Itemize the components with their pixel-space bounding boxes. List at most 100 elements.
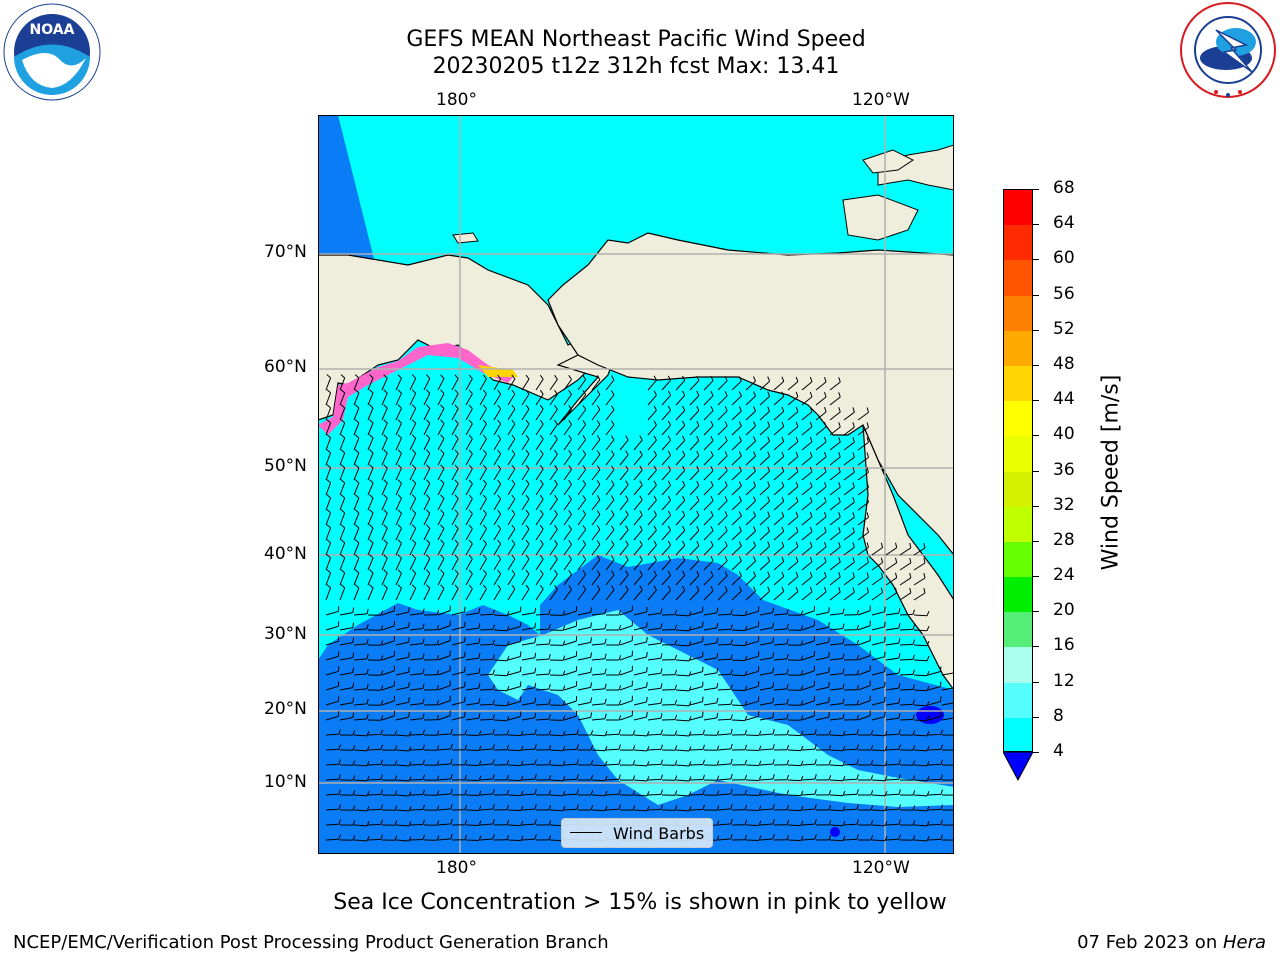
wind-barb <box>815 701 829 706</box>
wind-barb-flag <box>926 821 930 827</box>
wind-barb-flag <box>795 556 799 562</box>
wind-barb <box>577 641 591 646</box>
wind-barb-flag <box>870 775 874 781</box>
wind-barb-flag <box>397 434 402 439</box>
wind-barb-flag <box>926 806 930 812</box>
wind-barb-flag <box>696 510 700 516</box>
wind-barb-flag <box>426 494 431 499</box>
wind-barb-flag <box>422 819 425 825</box>
wind-barb <box>675 644 690 647</box>
colorbar-label: Wind Speed [m/s] <box>1098 374 1124 571</box>
wind-barb <box>731 455 742 466</box>
wind-barb-flag <box>436 684 440 690</box>
wind-barb-flag <box>397 464 402 469</box>
wind-barb <box>913 562 926 571</box>
wind-barb <box>325 748 340 751</box>
wind-barb-flag <box>525 539 530 545</box>
wind-barb <box>717 380 728 391</box>
wind-barb <box>465 764 480 766</box>
wind-barb-flag <box>352 712 355 718</box>
wind-barb-flag <box>926 701 930 706</box>
wind-barb <box>885 642 899 646</box>
wind-barb-flag <box>856 819 859 825</box>
wind-barb <box>885 702 899 706</box>
wind-barb-flag <box>454 479 459 484</box>
wind-barb-flag <box>738 481 742 487</box>
wind-barb-flag <box>842 790 846 796</box>
wind-barb <box>717 590 728 601</box>
wind-barb-flag <box>856 834 859 840</box>
wind-barb <box>605 778 620 781</box>
wind-barb-flag <box>506 686 510 691</box>
wind-barb-flag <box>366 776 370 782</box>
wind-barb-flag <box>795 466 799 472</box>
wind-barb <box>591 514 601 526</box>
wind-barb <box>689 515 700 526</box>
wind-barb <box>885 672 899 676</box>
wind-barb <box>787 426 799 436</box>
wind-barb <box>437 823 452 826</box>
wind-barb <box>619 670 633 676</box>
wind-barb <box>787 381 799 391</box>
wind-barb <box>829 779 844 782</box>
wind-barb-flag <box>383 404 388 409</box>
wind-barb-flag <box>610 540 615 546</box>
wind-barb-flag <box>618 670 622 676</box>
wind-barb <box>381 482 388 496</box>
wind-barb <box>521 378 530 391</box>
wind-barb-flag <box>795 571 799 577</box>
wind-barb-flag <box>411 374 417 379</box>
wind-barb <box>885 687 899 691</box>
wind-barb-flag <box>568 450 572 455</box>
wind-barb <box>521 423 530 436</box>
wind-barb <box>367 512 374 526</box>
wind-barb <box>885 562 897 571</box>
wind-barb <box>521 573 530 586</box>
wind-barb-flag <box>492 714 495 720</box>
wind-barb <box>759 530 770 541</box>
wind-barb <box>731 719 746 722</box>
wind-barb-flag <box>688 716 692 722</box>
wind-barb <box>507 558 516 571</box>
wind-barb <box>647 642 661 646</box>
wind-barb <box>745 809 760 811</box>
wind-barb <box>619 610 633 616</box>
wind-barb-flag <box>781 571 785 577</box>
wind-barb <box>381 407 388 421</box>
wind-barb-flag <box>824 496 827 503</box>
wind-barb <box>857 516 869 526</box>
wind-barb-flag <box>838 377 841 383</box>
wind-barb-flag <box>408 746 412 752</box>
wind-barb-flag <box>852 542 855 548</box>
wind-barb <box>339 612 353 616</box>
wind-barb <box>689 470 700 481</box>
wind-barb-flag <box>534 712 537 718</box>
wind-barb <box>591 454 601 466</box>
wind-barb-flag <box>625 495 629 501</box>
wind-barb-flag <box>856 759 859 765</box>
wind-barb-flag <box>682 390 686 396</box>
wind-barb-flag <box>870 835 874 841</box>
wind-barb-flag <box>632 730 636 736</box>
wind-barb-flag <box>436 835 440 841</box>
wind-barb <box>647 657 661 661</box>
wind-barb-flag <box>539 464 544 470</box>
wind-barb-flag <box>710 390 714 396</box>
wind-barb-flag <box>478 730 482 736</box>
wind-barb <box>451 573 459 586</box>
colorbar-segment <box>1004 471 1032 508</box>
wind-barb <box>913 629 928 632</box>
wind-barb-flag <box>912 820 916 826</box>
wind-barb-flag <box>688 791 692 797</box>
wind-barb <box>843 561 855 571</box>
wind-barb <box>507 468 516 481</box>
wind-barb <box>339 452 346 466</box>
wind-barb <box>633 656 647 661</box>
wind-barb <box>451 611 465 616</box>
wind-barb <box>773 546 785 556</box>
wind-barb-flag <box>884 791 888 796</box>
wind-barb-flag <box>326 419 331 424</box>
wind-barb <box>619 454 629 466</box>
wind-barb-flag <box>866 452 869 458</box>
noaa-logo: NOAA <box>2 2 102 106</box>
